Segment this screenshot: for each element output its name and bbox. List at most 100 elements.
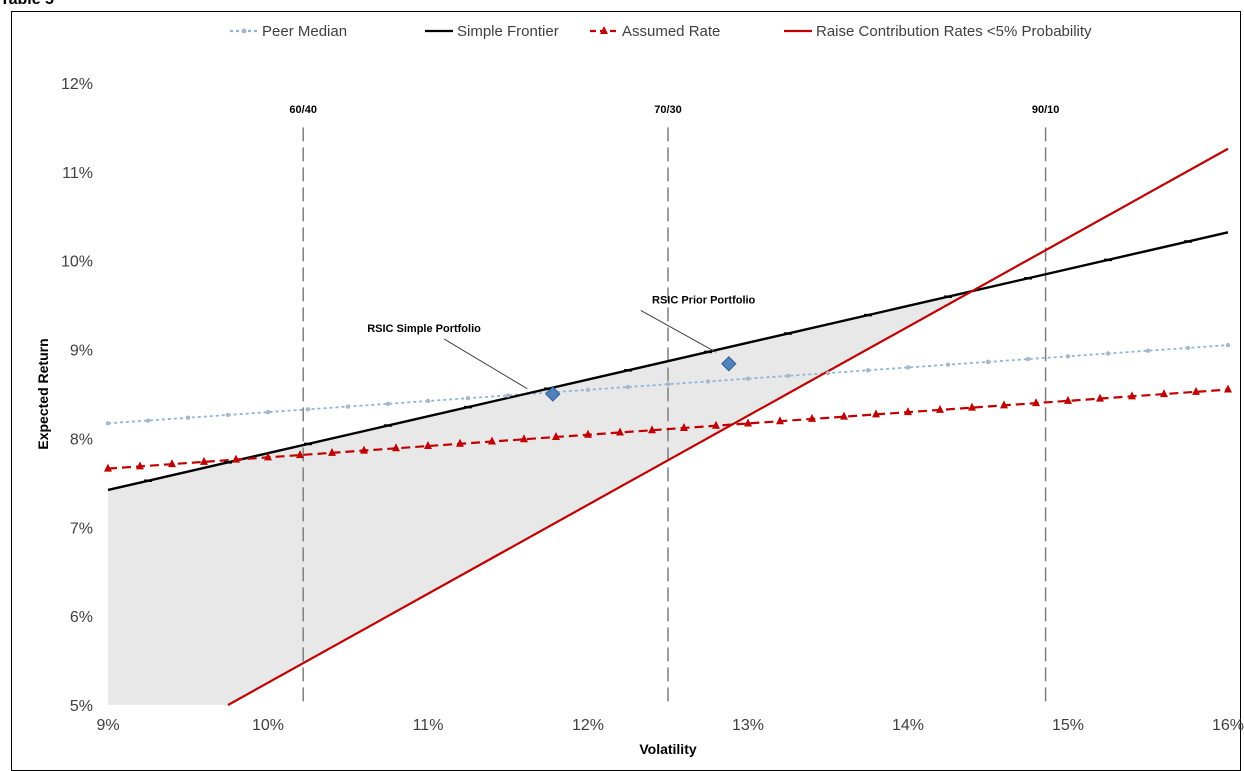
marker-peer-median [785,373,791,379]
x-axis-title: Volatility [639,741,697,757]
marker-assumed-rate [1032,398,1040,407]
marker-peer-median [385,401,391,406]
marker-assumed-rate [1000,400,1008,409]
marker-peer-median [225,412,231,418]
marker-assumed-rate [264,452,272,461]
series-lines [104,147,1232,706]
legend-marker [241,28,247,34]
x-tick-label: 11% [413,717,444,734]
y-tick-label: 11% [62,165,93,182]
vertical-markers: 60/40 70/30 90/10 [289,104,1059,705]
marker-peer-median [345,404,351,409]
y-tick-label: 10% [61,254,93,271]
legend-label: Peer Median [262,23,347,40]
legend-label: Assumed Rate [622,23,720,40]
marker-assumed-rate [584,429,592,438]
vertical-marker-label: 60/40 [289,104,317,116]
marker-peer-median [745,376,751,381]
annotation-leader [640,310,717,353]
marker-assumed-rate [680,422,688,431]
marker-peer-median [265,409,271,415]
marker-assumed-rate [1192,386,1200,395]
x-tick-label: 15% [1052,717,1084,734]
marker-assumed-rate [744,418,752,427]
marker-assumed-rate [552,432,560,441]
marker-peer-median [185,415,191,420]
marker-peer-median [425,398,431,404]
legend: Peer Median Simple Frontier Assumed Rate Ra… [230,23,1092,40]
legend-label: Simple Frontier [457,23,559,40]
marker-assumed-rate [168,459,176,468]
vertical-marker-label: 70/30 [654,104,682,116]
marker-peer-median [1225,342,1231,348]
marker-peer-median [305,407,311,412]
y-axis-title: Expected Return [35,338,51,449]
marker-assumed-rate [1128,391,1136,400]
marker-peer-median [105,421,111,426]
y-tick-label: 5% [70,698,93,715]
marker-peer-median [865,368,871,373]
marker-peer-median [665,382,671,387]
marker-assumed-rate [200,456,208,465]
y-tick-label: 12% [61,76,93,93]
marker-assumed-rate [360,445,368,454]
vertical-marker-label: 90/10 [1032,104,1060,116]
marker-assumed-rate [616,427,624,436]
annotation-leader [443,338,528,390]
marker-assumed-rate [488,436,496,445]
marker-assumed-rate [328,447,336,456]
marker-peer-median [1025,356,1031,362]
marker-assumed-rate [1224,384,1232,393]
marker-peer-median [705,379,711,384]
marker-assumed-rate [712,420,720,429]
marker-peer-median [985,359,991,365]
y-tick-label: 7% [70,520,93,537]
legend-marker [600,26,608,34]
marker-assumed-rate [936,404,944,413]
marker-assumed-rate [1096,393,1104,402]
marker-peer-median [1105,351,1111,356]
x-tick-label: 14% [892,717,924,734]
annotation-label: RSIC Simple Portfolio [367,323,481,335]
marker-assumed-rate [872,409,880,418]
x-tick-label: 9% [96,717,119,734]
marker-assumed-rate [648,425,656,434]
marker-peer-median [625,384,631,390]
marker-peer-median [905,365,911,370]
marker-assumed-rate [456,438,464,447]
x-tick-label: 10% [252,717,284,734]
highlight-point [721,356,737,372]
x-tick-label: 13% [732,717,764,734]
y-tick-label: 8% [70,431,93,448]
x-tick-label: 16% [1212,717,1244,734]
marker-peer-median [505,393,511,398]
marker-assumed-rate [904,407,912,416]
marker-peer-median [145,418,151,423]
y-tick-label: 6% [70,609,93,626]
annotation-label: RSIC Prior Portfolio [652,294,756,306]
marker-assumed-rate [968,402,976,411]
marker-peer-median [825,370,831,376]
marker-peer-median [465,395,471,401]
marker-assumed-rate [392,443,400,452]
series-line-peer-median [107,344,1229,425]
marker-peer-median [1185,345,1191,351]
shaded-area [108,291,972,705]
shaded-region [108,291,972,705]
series-line-simple-frontier [107,231,1229,492]
marker-assumed-rate [776,416,784,425]
series-line-assumed-rate [107,388,1229,470]
marker-peer-median [945,362,951,367]
marker-assumed-rate [232,454,240,463]
marker-assumed-rate [136,461,144,470]
x-tick-label: 12% [572,717,604,734]
x-axis-ticks: 9% 10% 11% 12% 13% 14% 15% 16% [96,717,1244,734]
annotations: RSIC Simple Portfolio RSIC Prior Portfoli… [367,294,756,390]
marker-assumed-rate [424,441,432,450]
marker-peer-median [1145,348,1151,353]
marker-assumed-rate [1064,395,1072,404]
page-title: Table 5 [0,0,54,9]
legend-label: Raise Contribution Rates <5% Probability [816,23,1092,40]
marker-assumed-rate [104,463,112,472]
highlight-point [545,386,561,402]
